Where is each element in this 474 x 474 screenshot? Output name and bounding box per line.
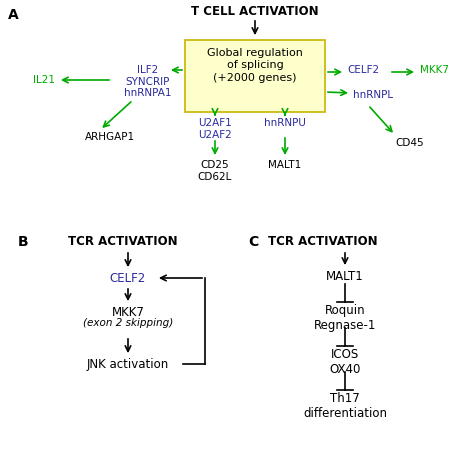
Text: A: A [8,8,19,22]
FancyBboxPatch shape [185,40,325,112]
Text: MKK7: MKK7 [111,306,145,319]
Text: ICOS
OX40: ICOS OX40 [329,348,361,376]
Text: MALT1: MALT1 [326,270,364,283]
Text: hnRNPL: hnRNPL [353,90,393,100]
Text: hnRNPU: hnRNPU [264,118,306,128]
Text: T CELL ACTIVATION: T CELL ACTIVATION [191,5,319,18]
Text: TCR ACTIVATION: TCR ACTIVATION [268,235,378,248]
Text: ARHGAP1: ARHGAP1 [85,132,135,142]
Text: TCR ACTIVATION: TCR ACTIVATION [68,235,178,248]
Text: MKK7: MKK7 [420,65,449,75]
Text: ILF2
SYNCRIP
hnRNPA1: ILF2 SYNCRIP hnRNPA1 [124,65,172,98]
Text: B: B [18,235,28,249]
Text: CELF2: CELF2 [110,272,146,285]
Text: Th17
differentiation: Th17 differentiation [303,392,387,420]
Text: JNK activation: JNK activation [87,358,169,371]
Text: MALT1: MALT1 [268,160,301,170]
Text: (exon 2 skipping): (exon 2 skipping) [83,318,173,328]
Text: IL21: IL21 [33,75,55,85]
Text: U2AF1
U2AF2: U2AF1 U2AF2 [198,118,232,140]
Text: Global regulation
of splicing
(+2000 genes): Global regulation of splicing (+2000 gen… [207,48,303,83]
Text: C: C [248,235,258,249]
Text: CELF2: CELF2 [347,65,379,75]
Text: Roquin
Regnase-1: Roquin Regnase-1 [314,304,376,332]
Text: CD45: CD45 [395,138,424,148]
Text: CD25
CD62L: CD25 CD62L [198,160,232,182]
